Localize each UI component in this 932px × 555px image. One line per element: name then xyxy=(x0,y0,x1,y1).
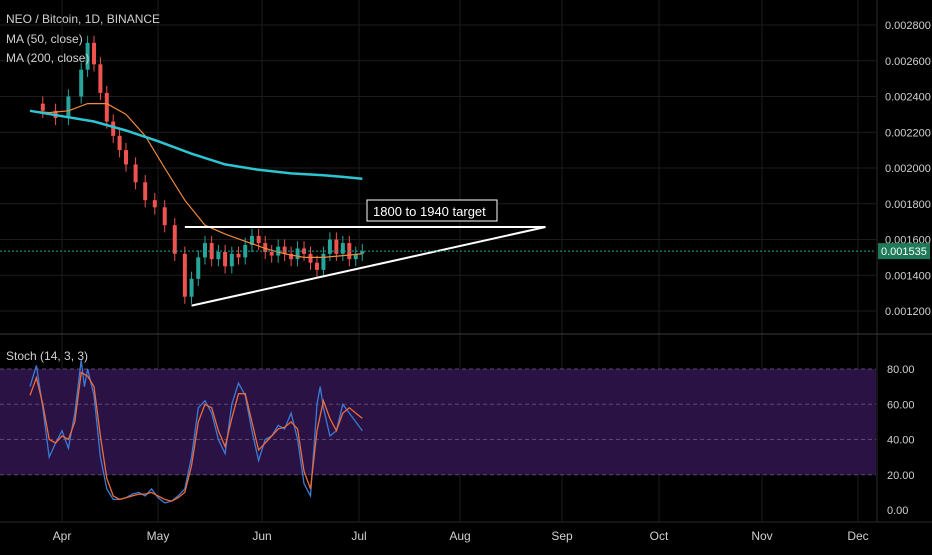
stoch-tick-label: 40.00 xyxy=(887,435,915,447)
candle-body xyxy=(321,253,326,270)
y-tick-label: 0.001400 xyxy=(885,270,931,282)
x-tick-label: Aug xyxy=(449,529,470,543)
stoch-tick-label: 80.00 xyxy=(887,364,915,376)
candle-body xyxy=(276,246,281,256)
candle-body xyxy=(223,252,228,267)
annotation-box xyxy=(366,199,498,222)
y-tick-label: 0.001800 xyxy=(885,199,931,211)
candle-body xyxy=(334,239,339,254)
x-tick-label: May xyxy=(147,529,170,543)
y-tick-label: 0.001200 xyxy=(885,306,931,318)
candle-body xyxy=(327,239,332,254)
support-line xyxy=(191,226,546,307)
candle-body xyxy=(263,243,268,253)
x-tick-label: Apr xyxy=(53,529,72,543)
axes: Apr May Jun Jul Aug Sep Oct Nov Dec0.0028000.002… xyxy=(0,0,932,543)
candle-body xyxy=(269,252,274,256)
y-tick-label: 0.002400 xyxy=(885,92,931,104)
symbol-title: NEO / Bitcoin, 1D, BINANCE xyxy=(6,12,160,26)
stoch-d-line xyxy=(29,371,363,502)
y-tick-label: 0.002600 xyxy=(885,56,931,68)
candle-body xyxy=(308,253,313,263)
candle-body xyxy=(85,42,90,70)
x-tick-label: Jun xyxy=(252,529,271,543)
candle-body xyxy=(216,252,221,260)
candle-body xyxy=(249,235,254,245)
candle-body xyxy=(236,253,241,258)
stoch-band xyxy=(0,368,876,476)
candle-body xyxy=(104,92,109,122)
x-tick-label: Sep xyxy=(551,529,573,543)
stoch-tick-label: 0.00 xyxy=(887,505,908,517)
candle-body xyxy=(152,200,157,208)
candle-body xyxy=(133,164,138,183)
candle-body xyxy=(182,253,187,297)
candle-body xyxy=(92,42,96,65)
candle-body xyxy=(353,253,358,260)
candle-body xyxy=(172,225,177,254)
candle-body xyxy=(314,262,319,270)
candle-body xyxy=(209,243,214,260)
last-price-badge xyxy=(878,243,930,260)
ma50-legend: MA (50, close) xyxy=(6,32,83,46)
stoch-band-fill xyxy=(0,369,876,475)
candle-body xyxy=(117,135,122,151)
last-price-label: 0.001535 xyxy=(881,246,927,258)
ma200-legend: MA (200, close) xyxy=(6,51,89,65)
candle-body xyxy=(162,207,167,226)
candle-body xyxy=(202,243,207,258)
candle-body xyxy=(295,248,300,260)
y-tick-label: 0.002000 xyxy=(885,163,931,175)
candle-body xyxy=(79,69,84,97)
x-tick-label: Jul xyxy=(351,529,366,543)
candle-body xyxy=(66,96,71,118)
candle-body xyxy=(340,243,345,254)
annotation-text: 1800 to 1940 target xyxy=(373,204,486,219)
stoch-tick-label: 20.00 xyxy=(887,470,915,482)
stoch-tick-label: 60.00 xyxy=(887,399,915,411)
x-tick-label: Nov xyxy=(751,529,772,543)
candle-body xyxy=(40,103,45,111)
candle-body xyxy=(124,150,128,165)
trendlines xyxy=(0,225,876,307)
x-tick-label: Dec xyxy=(847,529,868,543)
stoch-lines xyxy=(29,360,363,504)
candle-body xyxy=(143,182,148,201)
candle-body xyxy=(256,235,261,244)
candle-body xyxy=(229,253,234,267)
stoch-legend: Stoch (14, 3, 3) xyxy=(6,349,88,363)
candle-body xyxy=(196,257,201,279)
y-tick-label: 0.002800 xyxy=(885,20,931,32)
ma200-line xyxy=(29,109,363,180)
price-series xyxy=(40,35,365,304)
ma50-line xyxy=(29,103,363,258)
candle-body xyxy=(98,64,103,93)
candle-body xyxy=(360,251,365,254)
candle-body xyxy=(111,121,116,136)
candle-body xyxy=(289,253,294,260)
moving-averages xyxy=(29,103,363,258)
candle-body xyxy=(282,246,287,254)
candle-body xyxy=(189,278,194,297)
y-tick-label: 0.002200 xyxy=(885,127,931,139)
x-tick-label: Oct xyxy=(650,529,669,543)
